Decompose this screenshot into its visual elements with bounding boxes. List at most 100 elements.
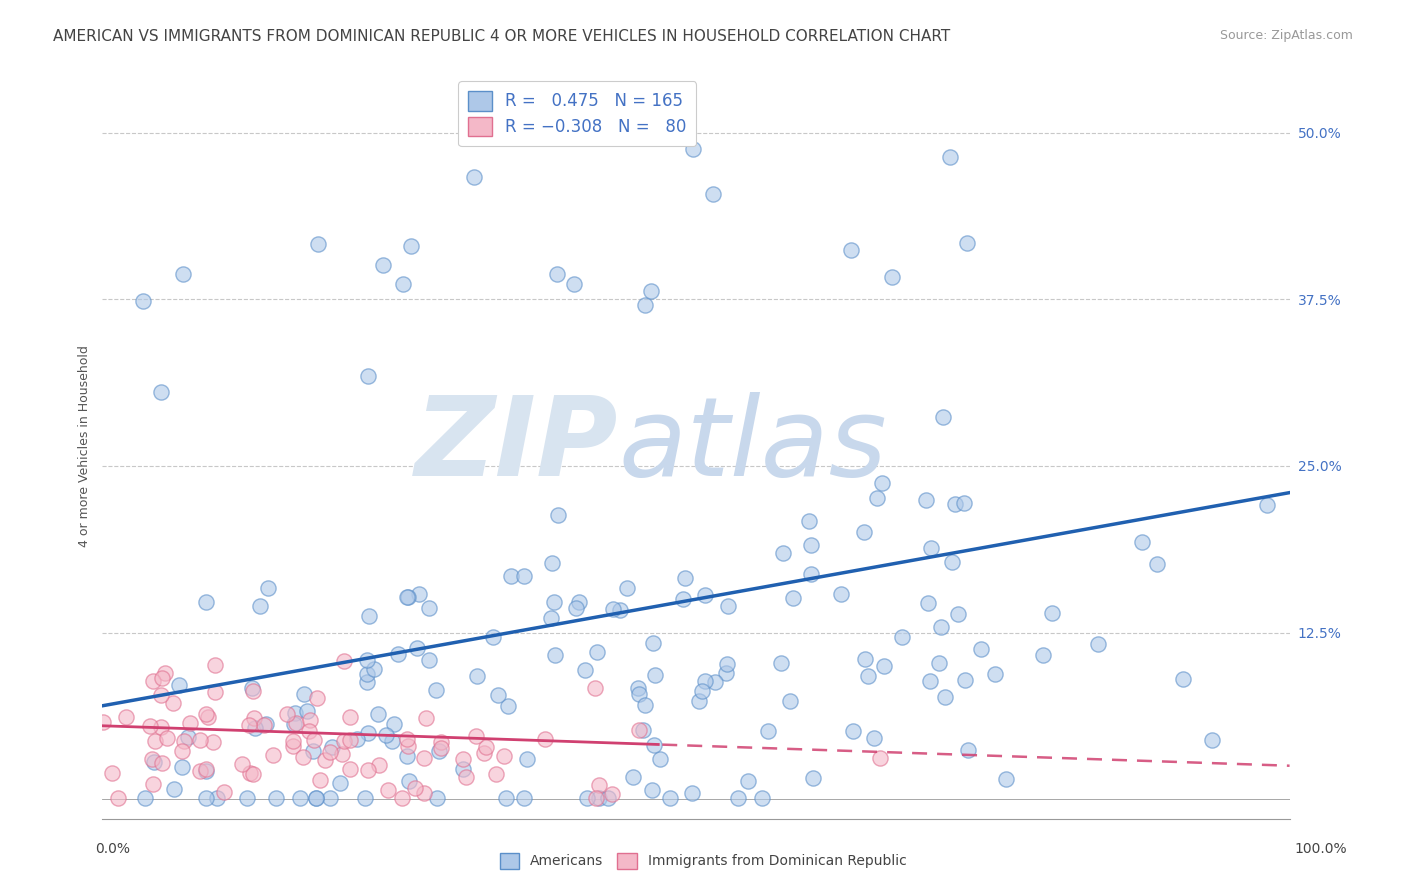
- Point: [346, 731, 368, 746]
- Point: [302, 732, 325, 747]
- Point: [377, 783, 399, 797]
- Point: [262, 748, 284, 763]
- Point: [673, 570, 696, 584]
- Point: [395, 748, 418, 763]
- Point: [499, 569, 522, 583]
- Point: [682, 142, 704, 156]
- Point: [929, 620, 952, 634]
- Point: [928, 656, 950, 670]
- Point: [576, 790, 599, 805]
- Point: [387, 647, 409, 661]
- Point: [415, 711, 437, 725]
- Point: [101, 766, 124, 780]
- Point: [236, 790, 259, 805]
- Point: [543, 595, 565, 609]
- Point: [934, 690, 956, 704]
- Point: [641, 783, 664, 797]
- Point: [427, 744, 450, 758]
- Point: [797, 514, 820, 528]
- Point: [970, 641, 993, 656]
- Point: [194, 764, 217, 778]
- Point: [307, 690, 329, 705]
- Point: [172, 267, 194, 281]
- Point: [382, 717, 405, 731]
- Point: [307, 236, 329, 251]
- Point: [486, 688, 509, 702]
- Point: [1201, 733, 1223, 747]
- Point: [464, 729, 486, 743]
- Point: [356, 667, 378, 681]
- Point: [1040, 607, 1063, 621]
- Point: [948, 607, 970, 621]
- Point: [801, 771, 824, 785]
- Point: [546, 267, 568, 281]
- Point: [253, 717, 276, 731]
- Point: [367, 757, 389, 772]
- Point: [568, 595, 591, 609]
- Point: [564, 601, 586, 615]
- Point: [953, 673, 976, 687]
- Point: [583, 681, 606, 695]
- Point: [932, 410, 955, 425]
- Text: 100.0%: 100.0%: [1295, 842, 1347, 856]
- Point: [356, 653, 378, 667]
- Point: [914, 493, 936, 508]
- Point: [496, 698, 519, 713]
- Point: [516, 752, 538, 766]
- Point: [463, 170, 485, 185]
- Point: [943, 497, 966, 511]
- Point: [681, 786, 703, 800]
- Point: [375, 728, 398, 742]
- Point: [839, 243, 862, 257]
- Point: [321, 740, 343, 755]
- Y-axis label: 4 or more Vehicles in Household: 4 or more Vehicles in Household: [79, 345, 91, 547]
- Point: [357, 609, 380, 624]
- Point: [1087, 637, 1109, 651]
- Point: [330, 747, 353, 761]
- Point: [243, 710, 266, 724]
- Point: [540, 611, 562, 625]
- Point: [693, 673, 716, 688]
- Point: [737, 774, 759, 789]
- Point: [142, 777, 165, 791]
- Point: [628, 723, 651, 737]
- Point: [430, 741, 453, 756]
- Point: [623, 770, 645, 784]
- Point: [475, 739, 498, 754]
- Text: Source: ZipAtlas.com: Source: ZipAtlas.com: [1219, 29, 1353, 43]
- Text: ZIP: ZIP: [415, 392, 619, 500]
- Point: [609, 603, 631, 617]
- Point: [890, 630, 912, 644]
- Point: [254, 717, 277, 731]
- Point: [644, 668, 666, 682]
- Point: [396, 739, 419, 753]
- Point: [513, 569, 536, 583]
- Point: [363, 663, 385, 677]
- Point: [659, 790, 682, 805]
- Point: [367, 706, 389, 721]
- Point: [142, 673, 165, 688]
- Point: [628, 687, 651, 701]
- Point: [918, 673, 941, 688]
- Point: [714, 666, 737, 681]
- Point: [281, 733, 304, 747]
- Point: [956, 235, 979, 250]
- Point: [197, 710, 219, 724]
- Point: [302, 744, 325, 758]
- Point: [396, 591, 419, 605]
- Point: [772, 546, 794, 560]
- Point: [1032, 648, 1054, 662]
- Point: [150, 671, 173, 685]
- Point: [188, 732, 211, 747]
- Point: [212, 785, 235, 799]
- Point: [284, 706, 307, 720]
- Point: [616, 581, 638, 595]
- Point: [467, 669, 489, 683]
- Point: [454, 770, 477, 784]
- Point: [779, 693, 801, 707]
- Point: [588, 790, 610, 805]
- Point: [716, 657, 738, 671]
- Point: [281, 739, 304, 754]
- Point: [257, 581, 280, 595]
- Point: [412, 751, 434, 765]
